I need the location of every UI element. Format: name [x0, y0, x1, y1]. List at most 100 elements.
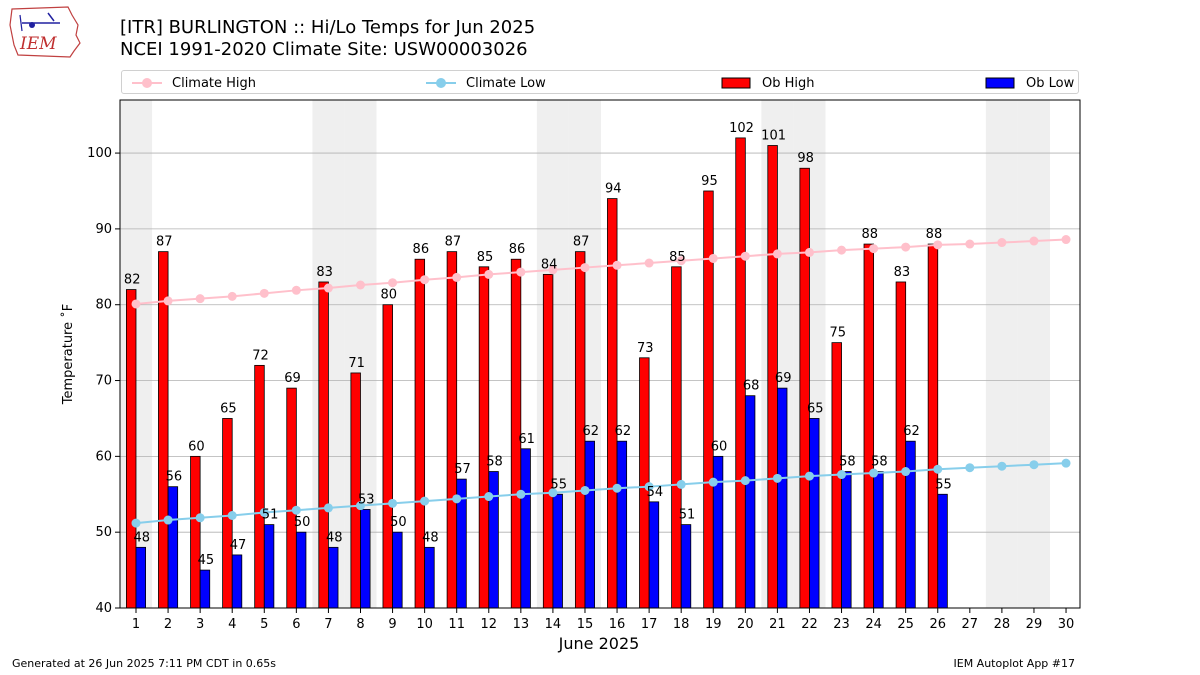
climate-high-point-day-4	[227, 291, 237, 301]
x-tick-label-23: 23	[833, 617, 850, 632]
climate-high-point-day-6	[291, 285, 301, 295]
y-tick-label-70: 70	[95, 374, 112, 389]
climate-low-point-day-25	[901, 467, 911, 477]
bar-ob-high-day-26	[927, 243, 939, 609]
label-ob-high-day-11: 87	[445, 235, 462, 250]
climate-low-point-day-13	[516, 489, 526, 499]
climate-high-point-day-3	[195, 294, 205, 304]
bar-ob-high-day-12	[478, 266, 490, 609]
bar-ob-high-day-6	[286, 387, 297, 609]
legend-ob-high-swatch-icon	[720, 76, 754, 90]
bar-ob-low-day-21	[777, 387, 788, 609]
bar-ob-low-day-10	[424, 546, 435, 609]
x-tick-label-1: 1	[132, 617, 140, 632]
weekend-shade-day-28	[985, 100, 1018, 608]
label-ob-high-day-13: 86	[509, 242, 526, 257]
x-tick-label-28: 28	[994, 617, 1011, 632]
bar-ob-high-day-5	[254, 364, 265, 609]
label-ob-high-day-25: 83	[894, 265, 911, 280]
label-ob-high-day-12: 85	[477, 250, 494, 265]
title-line-2: NCEI 1991-2020 Climate Site: USW00003026	[120, 39, 528, 60]
climate-low-point-day-24	[869, 468, 879, 478]
climate-high-point-day-19	[708, 253, 718, 263]
climate-low-point-day-7	[323, 503, 333, 513]
iem-logo: IEM	[8, 5, 82, 59]
climate-high-point-day-27	[965, 239, 975, 249]
bar-ob-high-day-19	[703, 190, 714, 609]
climate-low-point-day-4	[227, 510, 237, 520]
climate-high-point-day-11	[452, 272, 462, 282]
label-ob-high-day-24: 88	[862, 227, 879, 242]
bar-ob-low-day-2	[167, 486, 179, 609]
label-ob-high-day-19: 95	[701, 174, 718, 189]
label-ob-high-day-9: 80	[380, 288, 397, 303]
label-ob-high-day-16: 94	[605, 182, 622, 197]
climate-high-point-day-30	[1061, 235, 1071, 245]
bar-ob-low-day-6	[295, 531, 307, 609]
bar-ob-low-day-3	[199, 569, 211, 609]
bar-ob-high-day-25	[895, 281, 907, 609]
climate-low-point-day-14	[548, 488, 558, 498]
data-labels: 82 87 60 65 72 69 83 71 80 86 87 85 86 84 87 94 73 85 95 10…	[124, 121, 952, 568]
climate-low-point-day-26	[933, 464, 943, 474]
label-ob-low-day-7: 48	[326, 530, 343, 545]
generated-timestamp: Generated at 26 Jun 2025 7:11 PM CDT in …	[12, 657, 277, 670]
legend-climate-high-line-icon	[130, 76, 164, 90]
label-ob-high-day-15: 87	[573, 235, 590, 250]
bar-ob-high-day-22	[799, 167, 810, 609]
x-tick-label-7: 7	[324, 617, 332, 632]
label-ob-low-day-16: 62	[615, 424, 632, 439]
climate-low-point-day-30	[1061, 458, 1071, 468]
climate-low-point-day-22	[804, 471, 814, 481]
label-ob-low-day-19: 60	[711, 439, 728, 454]
x-tick-label-21: 21	[769, 617, 786, 632]
bar-ob-high-day-20	[735, 137, 746, 609]
climate-low-point-day-10	[420, 496, 430, 506]
bar-ob-low-day-12	[488, 471, 499, 609]
climate-low-point-day-21	[772, 473, 782, 483]
climate-low-point-day-23	[837, 470, 847, 480]
label-ob-low-day-20: 68	[743, 379, 760, 394]
x-tick-label-14: 14	[545, 617, 562, 632]
climate-high-point-day-2	[163, 296, 173, 306]
label-ob-high-day-20: 102	[729, 121, 754, 136]
x-tick-label-19: 19	[705, 617, 722, 632]
x-tick-label-11: 11	[448, 617, 465, 632]
logo-text: IEM	[19, 34, 57, 54]
climate-low-point-day-27	[965, 463, 975, 473]
label-ob-high-day-18: 85	[669, 250, 686, 265]
climate-low-point-day-5	[259, 507, 269, 517]
x-tick-label-4: 4	[228, 617, 236, 632]
label-ob-low-day-22: 65	[807, 401, 824, 416]
legend: Climate High Climate Low Ob High Ob Low	[121, 70, 1079, 94]
legend-ob-high: Ob High	[720, 74, 815, 92]
bar-ob-high-day-10	[414, 258, 426, 609]
label-ob-low-day-17: 54	[647, 485, 664, 500]
label-ob-low-day-8: 53	[358, 492, 375, 507]
climate-high-point-day-25	[901, 242, 911, 252]
title-line-1: [ITR] BURLINGTON :: Hi/Lo Temps for Jun …	[120, 17, 536, 38]
bar-ob-low-day-1	[135, 546, 147, 609]
bar-ob-high-day-14	[542, 273, 554, 609]
climate-low-point-day-3	[195, 513, 205, 523]
bar-ob-low-day-15	[584, 440, 595, 609]
bars	[126, 137, 948, 609]
climate-low-point-day-17	[644, 482, 654, 492]
label-ob-high-day-22: 98	[797, 151, 814, 166]
label-ob-high-day-17: 73	[637, 341, 654, 356]
y-tick-label-50: 50	[95, 525, 112, 540]
climate-high-point-day-24	[869, 244, 879, 254]
climate-high-point-day-9	[388, 278, 398, 288]
legend-climate-low: Climate Low	[424, 74, 546, 92]
climate-low-point-day-29	[1029, 460, 1039, 470]
climate-low-point-day-2	[163, 515, 173, 525]
label-ob-low-day-25: 62	[903, 424, 920, 439]
label-ob-low-day-1: 48	[134, 530, 151, 545]
climate-high-point-day-10	[420, 275, 430, 285]
climate-high-point-day-22	[804, 247, 814, 257]
x-tick-label-29: 29	[1026, 617, 1043, 632]
climate-high-line	[135, 238, 1067, 305]
bar-ob-low-day-13	[520, 448, 531, 609]
iowa-map-icon: IEM	[9, 6, 81, 58]
